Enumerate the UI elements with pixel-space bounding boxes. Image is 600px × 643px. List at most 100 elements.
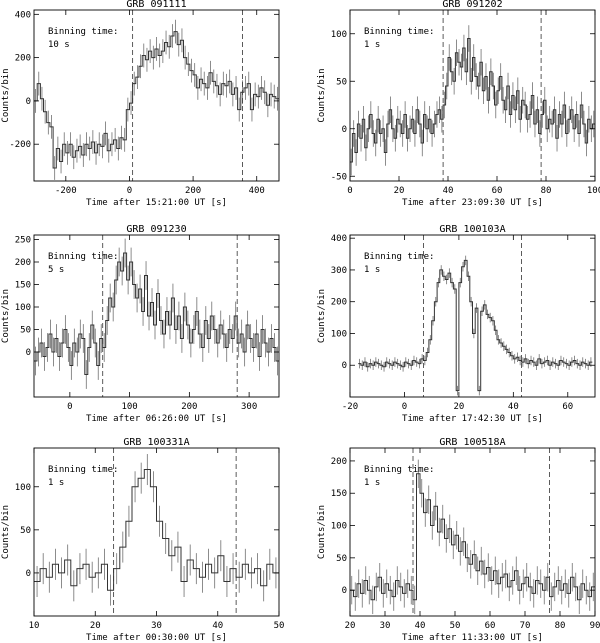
x-tick-label: 40 — [508, 402, 519, 412]
y-axis-label: Counts/bin — [317, 289, 327, 343]
panel-title: GRB 091111 — [126, 0, 186, 10]
y-tick-label: 50 — [336, 77, 347, 87]
y-tick-label: 100 — [331, 329, 347, 339]
binning-annotation: 1 s — [364, 40, 380, 50]
x-tick-label: 80 — [555, 621, 566, 631]
x-tick-label: 10 — [29, 621, 40, 631]
x-tick-label: 60 — [562, 402, 573, 412]
x-tick-label: 0 — [347, 186, 352, 196]
plot-frame — [33, 234, 280, 398]
light-curve-series — [350, 38, 595, 163]
light-curve-series — [34, 31, 279, 169]
x-tick-label: 300 — [241, 402, 257, 412]
y-tick-label: 150 — [15, 281, 31, 291]
light-curve-series — [34, 469, 279, 591]
x-tick-label: 0 — [127, 186, 132, 196]
data-group — [34, 19, 279, 180]
x-tick-label: 100 — [587, 186, 600, 196]
panel-title: GRB 100103A — [439, 224, 505, 235]
light-curve-series — [350, 473, 595, 601]
y-tick-label: 100 — [15, 483, 31, 493]
y-axis-label: Counts/bin — [317, 68, 327, 122]
x-tick-label: 40 — [212, 621, 223, 631]
x-tick-label: -200 — [55, 186, 77, 196]
y-tick-label: 200 — [15, 54, 31, 64]
y-tick-label: 150 — [331, 489, 347, 499]
plot-frame — [33, 9, 280, 182]
light-curve-series — [358, 259, 593, 392]
y-tick-label: 300 — [331, 266, 347, 276]
x-tick-label: 200 — [181, 402, 197, 412]
panel-1: -200 0 200 400 -200 0 200 400 GRB 091111 Time aft… — [1, 0, 280, 208]
y-tick-label: 200 — [331, 457, 347, 467]
x-tick-label: -20 — [342, 402, 358, 412]
data-group — [34, 454, 279, 606]
data-group — [350, 459, 595, 615]
x-tick-label: 20 — [345, 621, 356, 631]
panel-4: -20 0 20 40 60 0 100 200 300 400 GRB 100103A Time a… — [317, 224, 596, 424]
y-tick-label: 400 — [15, 10, 31, 20]
y-tick-label: 0 — [26, 97, 31, 107]
binning-annotation: 1 s — [48, 478, 64, 488]
plot-frame — [349, 9, 596, 182]
y-tick-label: 400 — [331, 234, 347, 244]
x-tick-label: 200 — [185, 186, 201, 196]
x-axis-label: Time after 06:26:00 UT [s] — [86, 414, 227, 424]
y-tick-label: 50 — [20, 326, 31, 336]
panel-6: 20 30 40 50 60 70 80 90 0 50 100 150 200 GRB 100518A T… — [317, 437, 600, 643]
x-tick-label: 20 — [394, 186, 405, 196]
x-tick-label: 50 — [274, 621, 285, 631]
y-tick-label: 100 — [331, 30, 347, 40]
y-tick-label: 250 — [15, 236, 31, 246]
x-tick-label: 80 — [541, 186, 552, 196]
binning-annotation: Binning time: — [364, 465, 434, 475]
x-tick-label: 90 — [590, 621, 600, 631]
y-tick-label: 50 — [336, 554, 347, 564]
binning-annotation: 1 s — [364, 478, 380, 488]
x-axis-label: Time after 17:42:30 UT [s] — [402, 414, 543, 424]
x-tick-label: 70 — [520, 621, 531, 631]
y-tick-label: 0 — [26, 569, 31, 579]
data-group — [350, 25, 595, 176]
data-group — [358, 255, 593, 396]
light-curve-series — [34, 252, 279, 375]
data-group — [34, 238, 279, 389]
panel-title: GRB 100331A — [123, 437, 189, 448]
x-tick-label: 20 — [453, 402, 464, 412]
y-tick-label: 0 — [342, 125, 347, 135]
y-tick-label: 0 — [26, 348, 31, 358]
panel-5: 10 20 30 40 50 0 50 100 GRB 100331A Time after 00… — [1, 437, 284, 643]
plot-frame — [349, 447, 596, 617]
binning-annotation: Binning time: — [48, 252, 118, 262]
binning-annotation: 5 s — [48, 265, 64, 275]
x-tick-label: 40 — [415, 621, 426, 631]
y-tick-label: 100 — [15, 303, 31, 313]
y-tick-label: 200 — [331, 298, 347, 308]
x-tick-label: 60 — [485, 621, 496, 631]
x-tick-label: 400 — [249, 186, 265, 196]
y-axis-label: Counts/bin — [1, 289, 11, 343]
y-tick-label: 100 — [331, 522, 347, 532]
plot-frame — [349, 234, 596, 398]
panel-title: GRB 091202 — [442, 0, 502, 10]
panel-3: 0 100 200 300 0 50 100 150 200 250 GRB 091230 Time … — [1, 224, 280, 424]
x-tick-label: 20 — [90, 621, 101, 631]
panel-title: GRB 100518A — [439, 437, 505, 448]
x-tick-label: 0 — [67, 402, 72, 412]
x-tick-label: 30 — [151, 621, 162, 631]
y-axis-label: Counts/bin — [1, 505, 11, 559]
x-tick-label: 50 — [450, 621, 461, 631]
binning-annotation: 10 s — [48, 40, 70, 50]
binning-annotation: 1 s — [364, 265, 380, 275]
y-tick-label: 200 — [15, 258, 31, 268]
x-tick-label: 30 — [380, 621, 391, 631]
x-tick-label: 0 — [402, 402, 407, 412]
x-axis-label: Time after 15:21:00 UT [s] — [86, 198, 227, 208]
x-tick-label: 100 — [121, 402, 137, 412]
binning-annotation: Binning time: — [48, 465, 118, 475]
binning-annotation: Binning time: — [364, 252, 434, 262]
binning-annotation: Binning time: — [48, 27, 118, 37]
y-axis-label: Counts/bin — [317, 505, 327, 559]
